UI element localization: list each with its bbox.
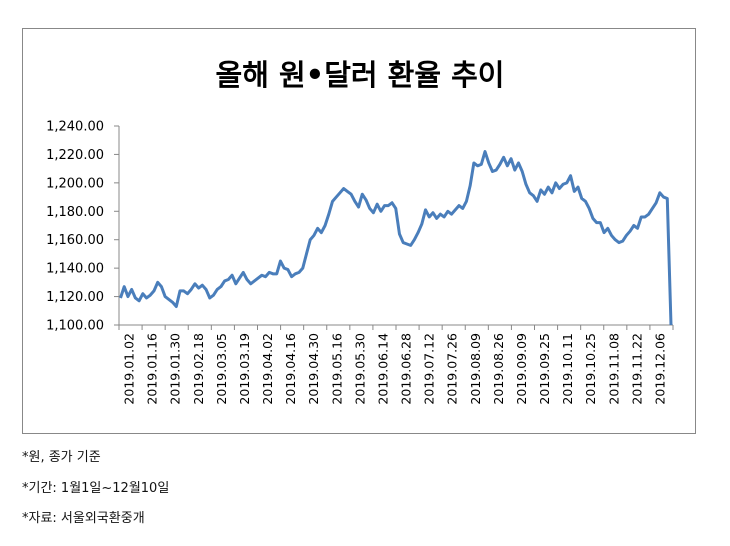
x-tick-label: 2019.12.06 [652, 333, 667, 405]
x-tick-label: 2019.04.30 [306, 333, 321, 405]
y-tick-label: 1,240.00 [46, 120, 104, 135]
chart-title: 올해 원•달러 환율 추이 [216, 58, 505, 92]
y-tick-label: 1,140.00 [46, 262, 104, 277]
x-tick-label: 2019.11.22 [629, 333, 644, 405]
series-line-krw-usd [119, 150, 673, 326]
chart-frame: 올해 원•달러 환율 추이 1,240.00 1,220.00 1,200.00 1,… [22, 28, 696, 434]
chart-axes [118, 126, 673, 326]
x-tick-label: 2019.10.11 [560, 333, 575, 405]
note-period: *기간: 1월1일~12월10일 [22, 481, 170, 496]
x-tick-label: 2019.02.18 [191, 333, 206, 405]
y-tick-label: 1,160.00 [46, 233, 104, 248]
x-tick-label: 2019.08.26 [491, 333, 506, 405]
y-tick-label: 1,100.00 [46, 319, 104, 334]
x-tick-label: 2019.01.02 [122, 333, 137, 405]
x-axis-ticks: 2019.01.02 2019.01.16 2019.01.30 2019.02.18… [118, 325, 674, 405]
x-tick-label: 2019.03.05 [214, 333, 229, 405]
line-chart: 올해 원•달러 환율 추이 1,240.001,220.001,200.001,… [46, 58, 674, 405]
x-tick-label: 2019.05.30 [352, 333, 367, 405]
x-tick-label: 2019.07.12 [422, 333, 437, 405]
y-tick-label: 1,220.00 [46, 148, 104, 163]
y-tick-label: 1,200.00 [46, 176, 104, 191]
y-axis-ticks: 1,240.00 1,220.00 1,200.00 1,180.00 1,160.00… [46, 120, 119, 334]
y-tick-label: 1,180.00 [46, 205, 104, 220]
y-tick-label: 1,120.00 [46, 290, 104, 305]
x-tick-label: 2019.08.09 [468, 333, 483, 405]
x-tick-label: 2019.06.28 [399, 333, 414, 405]
x-tick-label: 2019.01.30 [168, 333, 183, 405]
x-tick-label: 2019.09.25 [537, 333, 552, 405]
x-tick-label: 2019.06.14 [375, 333, 390, 405]
x-tick-label: 2019.04.16 [283, 333, 298, 405]
x-tick-label: 2019.10.25 [583, 333, 598, 405]
x-tick-label: 2019.04.02 [260, 333, 275, 405]
x-tick-label: 2019.09.09 [514, 333, 529, 405]
note-source: *자료: 서울외국환중개 [22, 511, 145, 526]
x-tick-label: 2019.11.08 [606, 333, 621, 405]
x-tick-label: 2019.03.19 [237, 333, 252, 405]
x-tick-label: 2019.07.26 [445, 333, 460, 405]
note-basis: *원, 종가 기준 [22, 450, 101, 465]
x-tick-label: 2019.05.16 [329, 333, 344, 405]
x-tick-label: 2019.01.16 [145, 333, 160, 405]
